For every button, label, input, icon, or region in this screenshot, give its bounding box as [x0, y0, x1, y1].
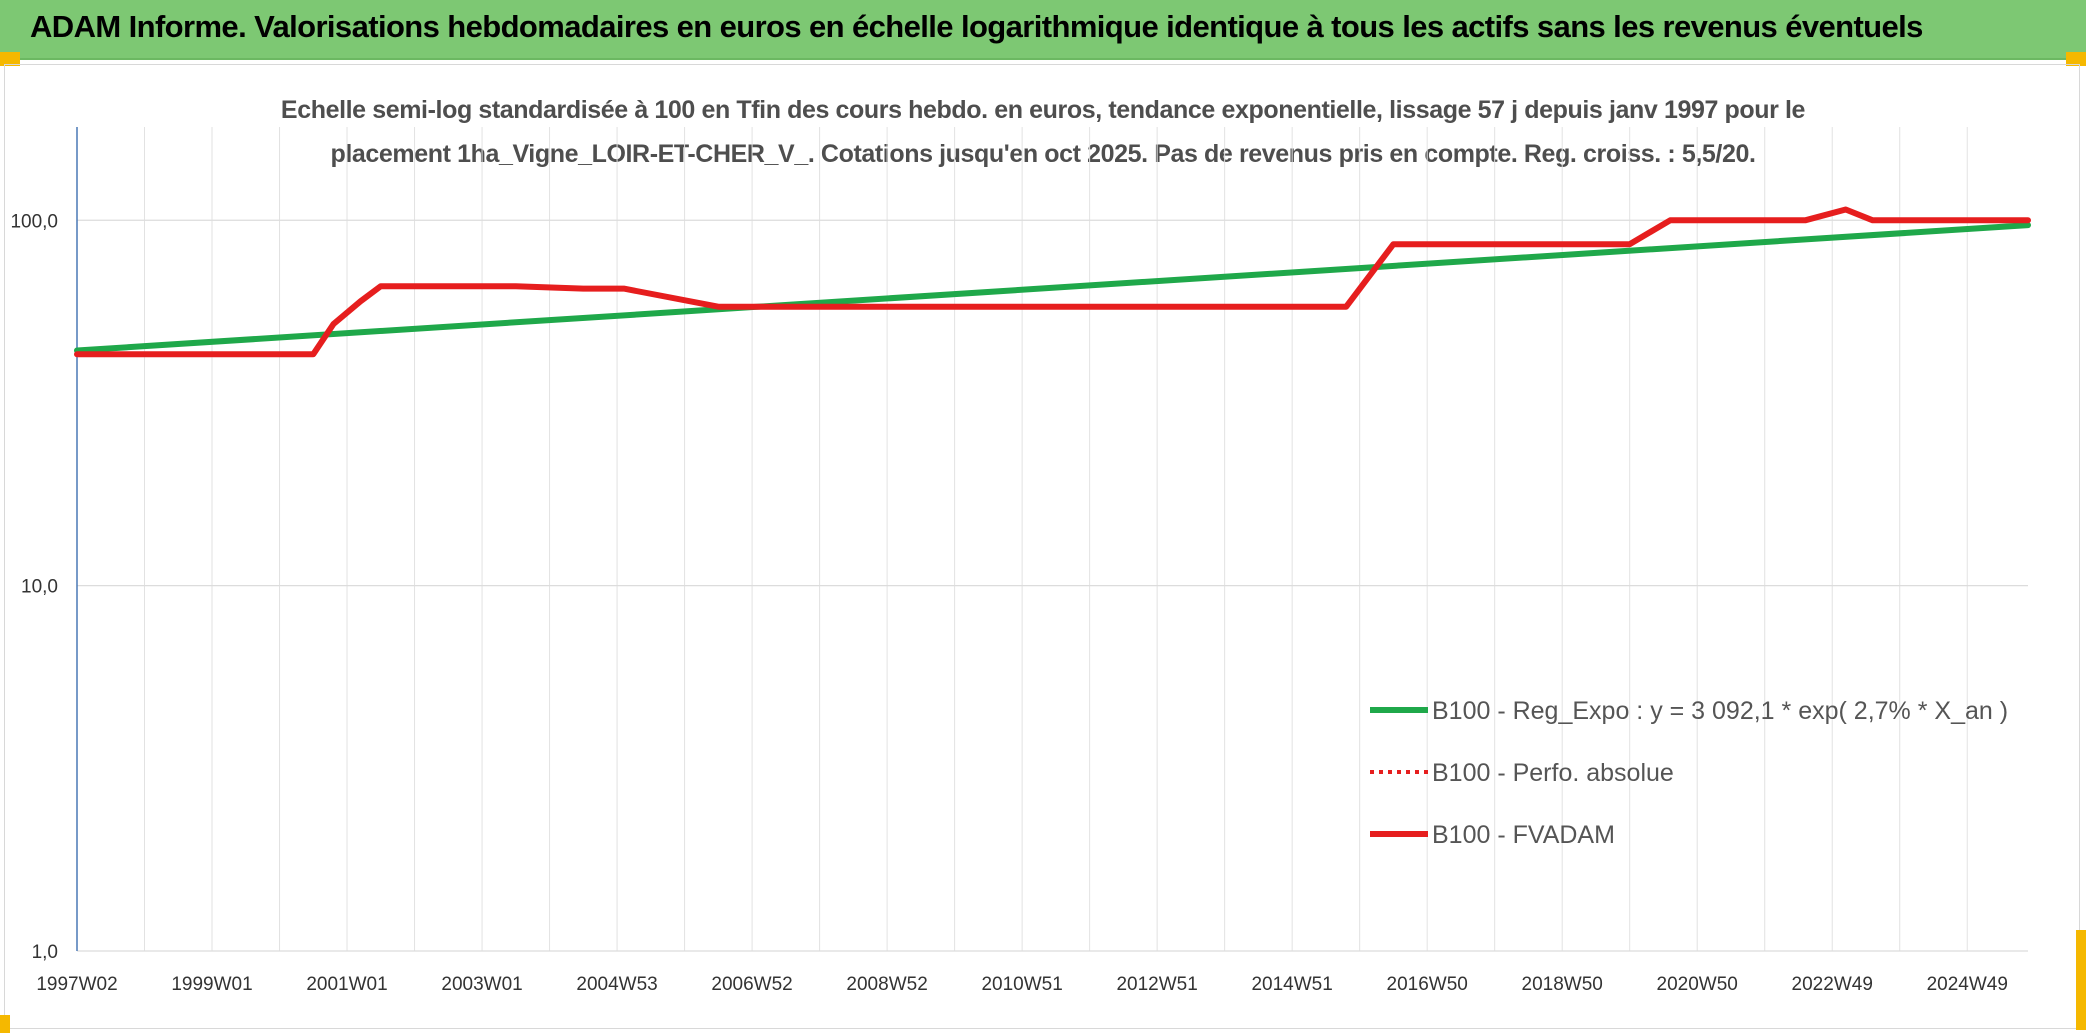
edge-marker-left [0, 1015, 10, 1033]
edge-marker-right [2076, 930, 2086, 1030]
x-tick-label: 2001W01 [306, 974, 387, 995]
x-tick-label: 1999W01 [171, 974, 252, 995]
y-tick-label: 10,0 [21, 577, 58, 598]
series-line-0 [74, 222, 2031, 354]
chart-title-line-1: Echelle semi-log standardisée à 100 en T… [280, 96, 1806, 124]
title-banner: ADAM Informe. Valorisations hebdomadaire… [0, 0, 2086, 60]
x-tick-label: 2016W50 [1387, 974, 1468, 995]
legend-label-1: B100 - Perfo. absolue [1432, 759, 1674, 787]
x-tick-label: 2006W52 [711, 974, 792, 995]
x-tick-label: 2018W50 [1522, 974, 1603, 995]
x-tick-label: 2024W49 [1927, 974, 2008, 995]
y-tick-label: 1,0 [32, 942, 58, 963]
legend-label-0: B100 - Reg_Expo : y = 3 092,1 * exp( 2,7… [1432, 697, 2008, 725]
x-tick-label: 2010W51 [981, 974, 1062, 995]
legend-label-2: B100 - FVADAM [1432, 821, 1615, 849]
chart-frame [4, 64, 2080, 1029]
x-tick-label: 1997W02 [36, 974, 117, 995]
x-tick-label: 2022W49 [1792, 974, 1873, 995]
x-tick-label: 2012W51 [1116, 974, 1197, 995]
x-tick-label: 2020W50 [1657, 974, 1738, 995]
corner-marker-left [0, 52, 20, 66]
x-tick-label: 2014W51 [1251, 974, 1332, 995]
corner-marker-right [2066, 52, 2086, 66]
series-line-2 [74, 206, 2031, 358]
x-tick-label: 2003W01 [441, 974, 522, 995]
x-tick-label: 2008W52 [846, 974, 927, 995]
page-title: ADAM Informe. Valorisations hebdomadaire… [30, 9, 1923, 44]
chart-title-line-2: placement 1ha_Vigne_LOIR-ET-CHER_V_. Cot… [330, 140, 1756, 168]
chart-title: Echelle semi-log standardisée à 100 en T… [160, 88, 1926, 176]
x-tick-label: 2004W53 [576, 974, 657, 995]
y-tick-label: 100,0 [10, 211, 58, 232]
